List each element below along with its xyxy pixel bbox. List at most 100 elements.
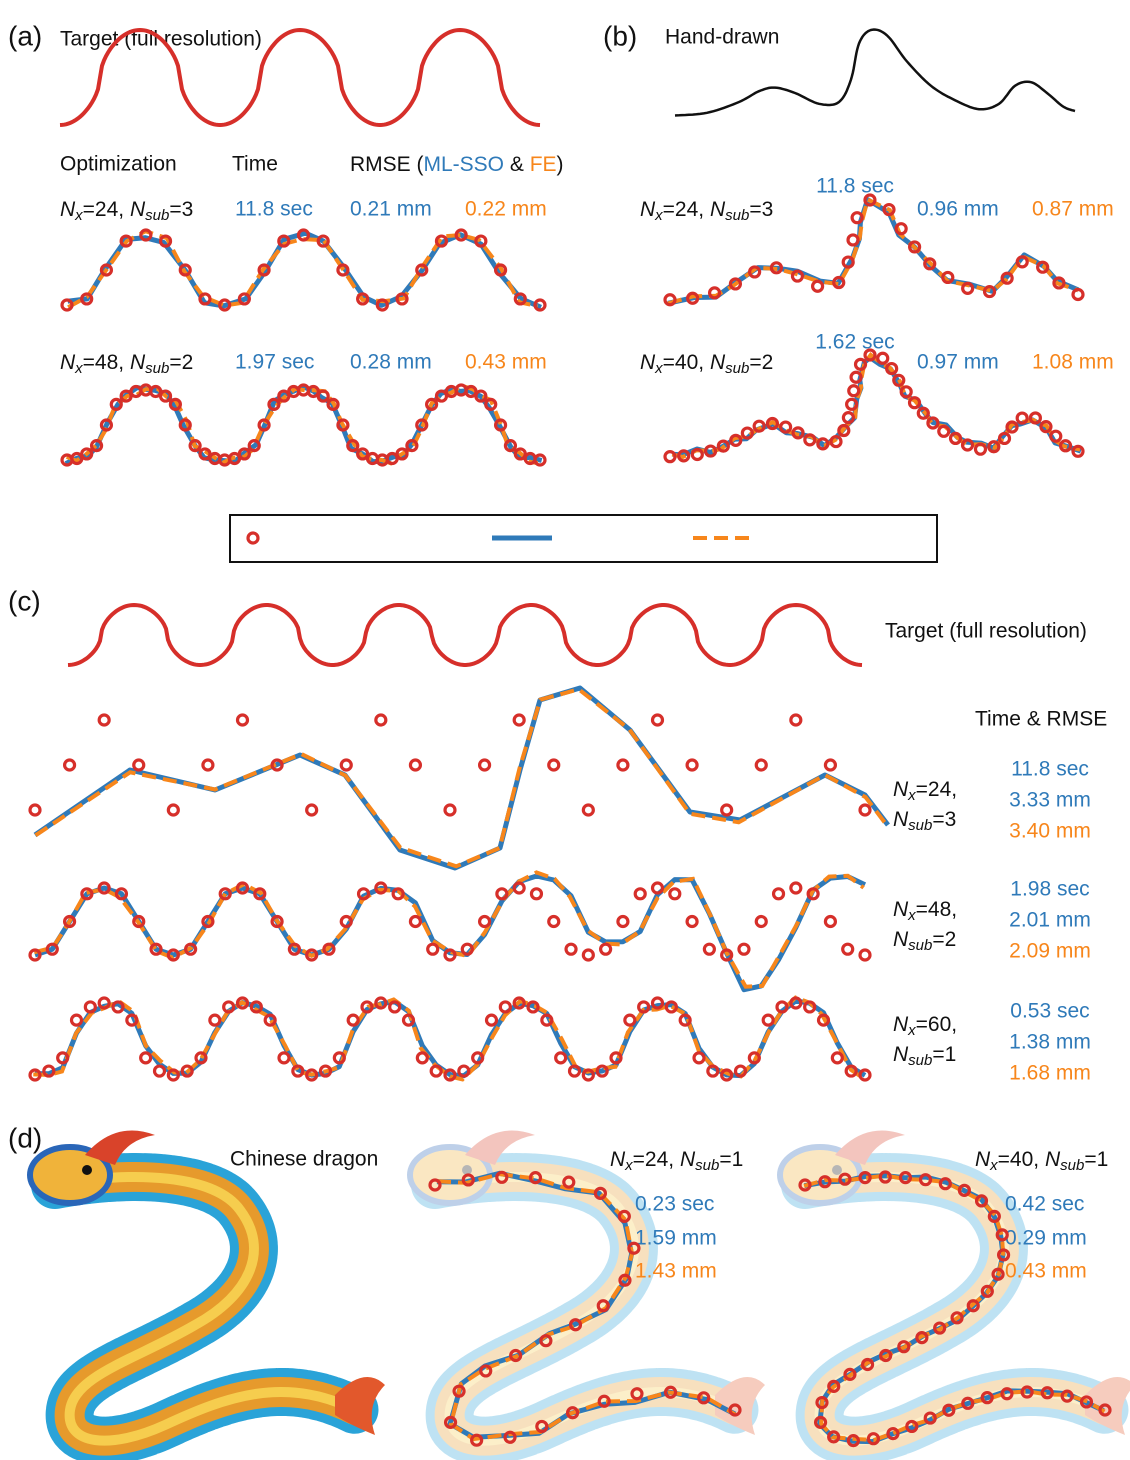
label: 0.23 sec (635, 1193, 714, 1216)
label: Optimization (60, 153, 177, 176)
config-label: Nsub=2 (893, 928, 956, 954)
target-marker (694, 1053, 704, 1063)
target-marker (653, 998, 663, 1008)
label: 3.40 mm (1009, 820, 1091, 843)
target-marker (497, 889, 507, 899)
target-marker (792, 271, 802, 281)
label: (a) (8, 20, 42, 51)
target-marker (85, 1002, 95, 1012)
target-marker (480, 917, 490, 927)
label: Time (232, 153, 278, 176)
label-part: =2 (169, 351, 193, 374)
label: Time & RMSE (975, 708, 1107, 731)
target-marker (583, 805, 593, 815)
dragon-illustration (780, 1131, 1130, 1441)
label: (c) (8, 585, 41, 616)
label: 0.96 mm (917, 198, 999, 221)
target-marker (849, 386, 859, 396)
target-marker (570, 1066, 580, 1076)
label-part: RMSE ( (350, 153, 424, 176)
target-marker (843, 413, 853, 423)
target-marker (445, 805, 455, 815)
label-part: ML-SSO (424, 153, 505, 176)
dragon-illustration (30, 1131, 385, 1441)
target-marker (848, 235, 858, 245)
target-marker (860, 950, 870, 960)
target-marker (687, 917, 697, 927)
config-label: Nx=60, (893, 1013, 957, 1039)
label: 0.22 mm (465, 198, 547, 221)
label-part: =24, (633, 1148, 680, 1171)
label-part: sub (725, 360, 749, 377)
target-marker (341, 917, 351, 927)
config-label: Nx=24, (893, 778, 957, 804)
target-marker (739, 944, 749, 954)
target-marker (692, 449, 702, 459)
target-marker (62, 300, 72, 310)
target-marker (549, 917, 559, 927)
label: 2.01 mm (1009, 909, 1091, 932)
label: 3.33 mm (1009, 789, 1091, 812)
target-marker (1030, 413, 1040, 423)
target-marker (155, 1066, 165, 1076)
target-marker (963, 283, 973, 293)
label: 1.08 mm (1032, 351, 1114, 374)
target-marker (168, 805, 178, 815)
target-marker (722, 805, 732, 815)
target-marker (896, 224, 906, 234)
label-part: =60, (916, 1013, 957, 1036)
fe-curve (36, 689, 888, 866)
ml-sso-curve (68, 233, 541, 307)
label-part: ) (557, 153, 564, 176)
label: Chinese dragon (230, 1148, 378, 1171)
label-part: N (975, 1148, 991, 1171)
target-marker (58, 1053, 68, 1063)
target-marker (856, 359, 866, 369)
ml-sso-curve (35, 876, 865, 990)
label: 1.43 mm (635, 1260, 717, 1283)
target-marker (44, 1066, 54, 1076)
target-marker (348, 441, 358, 451)
target-marker (334, 1053, 344, 1063)
label-part: N (610, 1148, 626, 1171)
target-marker (763, 1015, 773, 1025)
label-part: FE (530, 153, 557, 176)
target-marker (307, 805, 317, 815)
label-part: =24, (83, 198, 130, 221)
target-marker (777, 1002, 787, 1012)
label-part: sub (725, 207, 749, 224)
label: Target (full resolution) (885, 620, 1087, 643)
ml-sso-curve (66, 387, 542, 464)
target-marker (410, 760, 420, 770)
target-marker (99, 715, 109, 725)
target-marker (847, 399, 857, 409)
label: 0.43 mm (465, 351, 547, 374)
label: 1.98 sec (1010, 878, 1089, 901)
target-marker (127, 1015, 137, 1025)
ml-sso-curve (35, 688, 888, 868)
target-marker (210, 1015, 220, 1025)
target-marker (943, 272, 953, 282)
config-label: Nx=24, Nsub=1 (610, 1148, 743, 1174)
config-label: Nx=24, Nsub=3 (640, 198, 773, 224)
target-marker (376, 715, 386, 725)
target-marker (134, 760, 144, 770)
label: 0.21 mm (350, 198, 432, 221)
target-marker (653, 883, 663, 893)
label: 11.8 sec (235, 198, 313, 221)
label-part: =1 (1084, 1148, 1108, 1171)
target-marker (832, 1053, 842, 1063)
target-marker (99, 998, 109, 1008)
label: 1.97 sec (235, 351, 314, 374)
target-marker (1017, 257, 1027, 267)
target-marker (238, 715, 248, 725)
label-part: sub (908, 937, 932, 954)
target-marker (459, 1066, 469, 1076)
target-marker (224, 1002, 234, 1012)
target-marker (1051, 431, 1061, 441)
target-marker (618, 760, 628, 770)
target-marker (813, 281, 823, 291)
label-part: =2 (932, 928, 956, 951)
label-part: =3 (932, 808, 956, 831)
target-marker (704, 944, 714, 954)
